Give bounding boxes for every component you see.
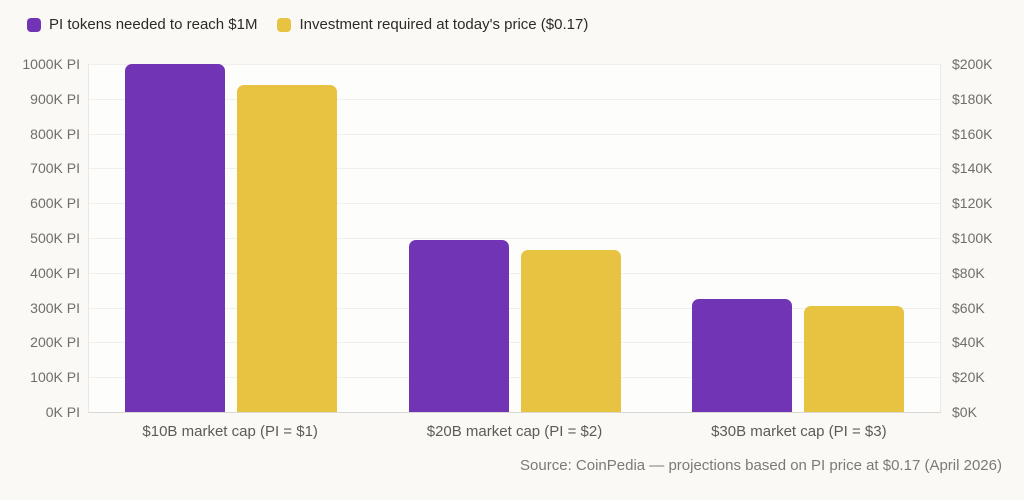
plot-area: [88, 64, 941, 413]
x-axis-label-2: $20B market cap (PI = $2): [426, 423, 603, 440]
tokens-bar-2: [408, 239, 509, 412]
investment-bar-3: [804, 305, 905, 412]
right-axis-tick: $140K: [952, 160, 993, 177]
investment-legend-label: Investment required at today's price ($0…: [299, 16, 589, 33]
right-axis-tick: $120K: [952, 195, 993, 212]
right-axis-tick: $160K: [952, 125, 993, 142]
gridline: [89, 98, 940, 100]
tokens-bar-1: [124, 64, 225, 412]
left-axis-tick: 100K PI: [30, 369, 80, 386]
right-axis-tick: $40K: [952, 334, 985, 351]
right-axis: $200K $180K $160K $140K $120K $100K $80K $60K $4…: [952, 56, 1024, 420]
left-axis: 1000K PI 900K PI 800K PI 700K PI 600K PI 500K…: [0, 56, 80, 420]
investment-bar-1: [236, 84, 337, 412]
legend-item-investment: Investment required at today's price ($0…: [277, 16, 588, 33]
x-axis-label-1: $10B market cap (PI = $1): [142, 423, 318, 440]
gridline: [89, 203, 940, 205]
left-axis-tick: 800K PI: [30, 125, 80, 142]
right-axis-tick: $60K: [952, 299, 985, 316]
gridline: [89, 307, 940, 309]
investment-legend-swatch: [277, 17, 292, 32]
left-axis-tick: 0K PI: [45, 404, 80, 420]
bar-group-3: [656, 64, 940, 412]
investment-bar-2: [520, 250, 621, 412]
left-axis-tick: 500K PI: [30, 230, 80, 246]
bar-group-2: [373, 64, 657, 412]
x-axis-labels: $10B market cap (PI = $1) $20B market cap…: [88, 423, 941, 440]
right-axis-tick: $20K: [952, 369, 985, 386]
right-axis-tick: $0K: [952, 404, 977, 420]
source-note: Source: CoinPedia — projections based on…: [520, 457, 1002, 474]
gridline: [89, 238, 940, 239]
left-axis-tick: 1000K PI: [22, 56, 80, 72]
left-axis-tick: 200K PI: [30, 334, 80, 351]
legend: PI tokens needed to reach $1M Investment…: [27, 16, 588, 33]
left-axis-tick: 400K PI: [30, 264, 80, 281]
gridline: [89, 342, 940, 344]
gridline: [89, 168, 940, 170]
left-axis-tick: 300K PI: [30, 299, 80, 316]
gridline: [89, 133, 940, 135]
bars-row: [89, 64, 940, 412]
tokens-bar-3: [692, 298, 793, 412]
gridline: [89, 64, 940, 65]
left-axis-tick: 900K PI: [30, 90, 80, 107]
tokens-legend-label: PI tokens needed to reach $1M: [49, 16, 258, 33]
left-axis-tick: 600K PI: [30, 195, 80, 212]
x-axis-label-3: $30B market cap (PI = $3): [711, 423, 887, 440]
gridline: [89, 272, 940, 274]
right-axis-tick: $100K: [952, 230, 993, 246]
right-axis-tick: $180K: [952, 90, 993, 107]
right-axis-tick: $200K: [952, 56, 993, 72]
right-axis-tick: $80K: [952, 264, 985, 281]
tokens-legend-swatch: [27, 17, 41, 32]
left-axis-tick: 700K PI: [30, 160, 80, 177]
legend-item-tokens: PI tokens needed to reach $1M: [27, 16, 257, 33]
bar-group-1: [89, 64, 373, 412]
gridline: [89, 377, 940, 379]
